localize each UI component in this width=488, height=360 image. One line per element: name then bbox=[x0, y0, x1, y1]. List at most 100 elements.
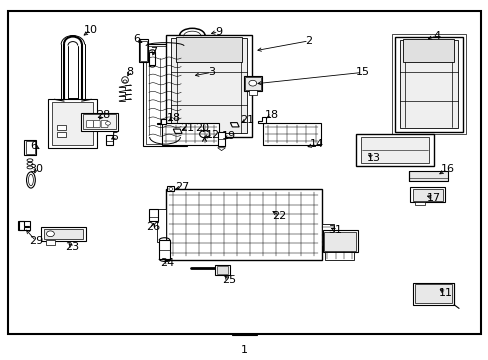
Bar bbox=[394, 37, 462, 132]
Polygon shape bbox=[230, 123, 239, 127]
Polygon shape bbox=[258, 117, 266, 123]
Bar bbox=[391, 35, 465, 134]
Bar bbox=[355, 134, 433, 166]
Text: 18: 18 bbox=[264, 110, 278, 120]
Polygon shape bbox=[122, 77, 128, 83]
Bar bbox=[24, 140, 36, 155]
Circle shape bbox=[168, 188, 172, 190]
Text: 24: 24 bbox=[160, 258, 174, 268]
Bar bbox=[105, 135, 113, 145]
Bar bbox=[215, 265, 229, 275]
Ellipse shape bbox=[26, 172, 35, 188]
Bar bbox=[166, 35, 251, 137]
Bar bbox=[171, 39, 246, 134]
Text: 10: 10 bbox=[84, 25, 98, 35]
Bar bbox=[409, 187, 445, 202]
Bar bbox=[149, 51, 155, 65]
Bar bbox=[176, 37, 242, 62]
Text: 30: 30 bbox=[29, 164, 43, 174]
Bar bbox=[414, 202, 424, 205]
Bar bbox=[243, 76, 262, 91]
Bar bbox=[360, 137, 428, 163]
Bar bbox=[403, 39, 453, 62]
Text: 18: 18 bbox=[166, 113, 181, 123]
Bar bbox=[82, 114, 116, 130]
FancyBboxPatch shape bbox=[86, 121, 93, 128]
Text: 6: 6 bbox=[132, 34, 140, 44]
Polygon shape bbox=[19, 221, 29, 230]
Bar bbox=[217, 132, 225, 146]
Bar bbox=[321, 224, 333, 245]
Bar bbox=[249, 90, 256, 95]
Text: 22: 22 bbox=[272, 211, 286, 221]
Bar bbox=[146, 46, 183, 144]
Bar bbox=[325, 252, 353, 260]
Bar bbox=[408, 171, 447, 181]
Ellipse shape bbox=[27, 166, 33, 169]
Bar bbox=[157, 210, 166, 242]
Text: 29: 29 bbox=[29, 236, 43, 246]
Text: 16: 16 bbox=[440, 164, 453, 174]
Text: 25: 25 bbox=[222, 275, 236, 285]
Circle shape bbox=[105, 122, 110, 125]
Bar bbox=[161, 123, 219, 145]
Text: 26: 26 bbox=[145, 222, 160, 231]
Text: 13: 13 bbox=[366, 153, 380, 163]
FancyBboxPatch shape bbox=[93, 121, 100, 128]
Text: 20: 20 bbox=[195, 123, 209, 133]
Circle shape bbox=[46, 231, 54, 237]
Bar bbox=[324, 231, 355, 251]
Polygon shape bbox=[157, 119, 165, 125]
Bar bbox=[149, 209, 158, 221]
Bar bbox=[57, 132, 66, 137]
Text: 21: 21 bbox=[240, 115, 253, 125]
Bar bbox=[244, 77, 260, 90]
Text: 15: 15 bbox=[355, 67, 369, 77]
Bar bbox=[57, 125, 66, 130]
Text: 17: 17 bbox=[426, 193, 440, 203]
Bar bbox=[140, 41, 147, 60]
Bar bbox=[159, 240, 169, 259]
Text: 8: 8 bbox=[125, 67, 133, 77]
Bar bbox=[139, 40, 148, 62]
Bar bbox=[167, 186, 174, 192]
Circle shape bbox=[123, 80, 127, 83]
Bar bbox=[52, 102, 93, 145]
Polygon shape bbox=[173, 129, 182, 134]
Text: 5: 5 bbox=[111, 132, 118, 142]
Text: 9: 9 bbox=[215, 27, 222, 36]
Text: 11: 11 bbox=[438, 288, 451, 298]
Bar bbox=[412, 189, 442, 201]
Bar bbox=[165, 189, 321, 260]
Bar bbox=[412, 283, 453, 305]
Bar bbox=[216, 266, 228, 274]
Bar bbox=[399, 40, 457, 128]
Text: 31: 31 bbox=[327, 225, 342, 235]
Ellipse shape bbox=[27, 162, 33, 165]
Text: 14: 14 bbox=[309, 139, 323, 149]
Bar bbox=[48, 99, 97, 148]
Bar bbox=[143, 44, 186, 146]
Bar bbox=[322, 230, 357, 252]
Text: 27: 27 bbox=[175, 182, 189, 192]
Text: 6: 6 bbox=[30, 140, 37, 150]
Text: 12: 12 bbox=[205, 130, 220, 140]
Circle shape bbox=[248, 80, 256, 86]
Text: 1: 1 bbox=[241, 345, 247, 355]
Text: 23: 23 bbox=[65, 242, 79, 252]
Bar bbox=[81, 113, 118, 131]
Bar bbox=[414, 284, 451, 303]
Bar bbox=[18, 221, 30, 230]
Text: 4: 4 bbox=[432, 31, 439, 41]
Ellipse shape bbox=[27, 159, 33, 162]
Text: 28: 28 bbox=[96, 110, 110, 120]
Text: 19: 19 bbox=[222, 131, 236, 141]
Bar bbox=[25, 141, 35, 154]
Text: 7: 7 bbox=[149, 47, 157, 57]
Bar bbox=[41, 226, 85, 241]
Text: 2: 2 bbox=[305, 36, 312, 46]
Text: 3: 3 bbox=[207, 67, 214, 77]
Polygon shape bbox=[217, 148, 225, 150]
FancyBboxPatch shape bbox=[101, 121, 108, 128]
Bar bbox=[43, 229, 82, 239]
